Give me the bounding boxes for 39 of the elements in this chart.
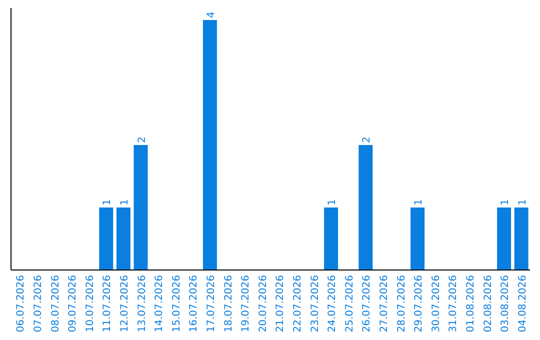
x-tick-label: 19.07.2026 [240, 275, 252, 332]
x-tick-label: 13.07.2026 [136, 275, 148, 332]
data-label: 2 [362, 136, 373, 143]
data-label: 1 [327, 199, 338, 206]
x-tick-label: 16.07.2026 [188, 275, 200, 332]
data-label: 1 [414, 199, 425, 206]
x-tick-label: 31.07.2026 [448, 275, 460, 332]
data-label: 4 [206, 12, 217, 18]
x-tick-label: 11.07.2026 [102, 275, 114, 332]
x-tick-label: 29.07.2026 [414, 275, 425, 332]
x-tick-label: 09.07.2026 [68, 275, 79, 332]
x-tick-label: 04.08.2026 [517, 275, 528, 332]
x-tick-label: 23.07.2026 [310, 275, 321, 332]
x-tick-label: 20.07.2026 [258, 275, 269, 332]
x-tick-label: 08.07.2026 [50, 275, 62, 332]
x-tick-label: 02.08.2026 [482, 275, 494, 332]
x-tick-label: 22.07.2026 [292, 275, 304, 332]
data-label: 1 [119, 199, 130, 206]
data-label: 1 [500, 199, 512, 206]
x-tick-label: 24.07.2026 [327, 275, 338, 332]
data-label: 1 [102, 199, 114, 206]
x-tick-label: 14.07.2026 [154, 275, 166, 332]
x-tick-label: 06.07.2026 [16, 275, 27, 332]
x-tick-label: 28.07.2026 [396, 275, 408, 332]
data-label: 1 [517, 199, 528, 206]
data-label: 2 [136, 136, 148, 143]
x-tick-label: 03.08.2026 [500, 275, 512, 332]
x-tick-label: 30.07.2026 [430, 275, 442, 332]
x-tick-label: 07.07.2026 [32, 275, 44, 332]
x-tick-label: 18.07.2026 [223, 275, 234, 332]
x-tick-label: 10.07.2026 [84, 275, 96, 332]
x-tick-label: 01.08.2026 [465, 275, 476, 332]
x-tick-label: 12.07.2026 [119, 275, 130, 332]
x-tick-label: 25.07.2026 [344, 275, 356, 332]
x-tick-label: 27.07.2026 [378, 275, 390, 332]
x-tick-label: 15.07.2026 [171, 275, 182, 332]
x-tick-label: 26.07.2026 [362, 275, 373, 332]
x-tick-label: 17.07.2026 [206, 275, 217, 332]
x-tick-label: 21.07.2026 [275, 275, 286, 332]
